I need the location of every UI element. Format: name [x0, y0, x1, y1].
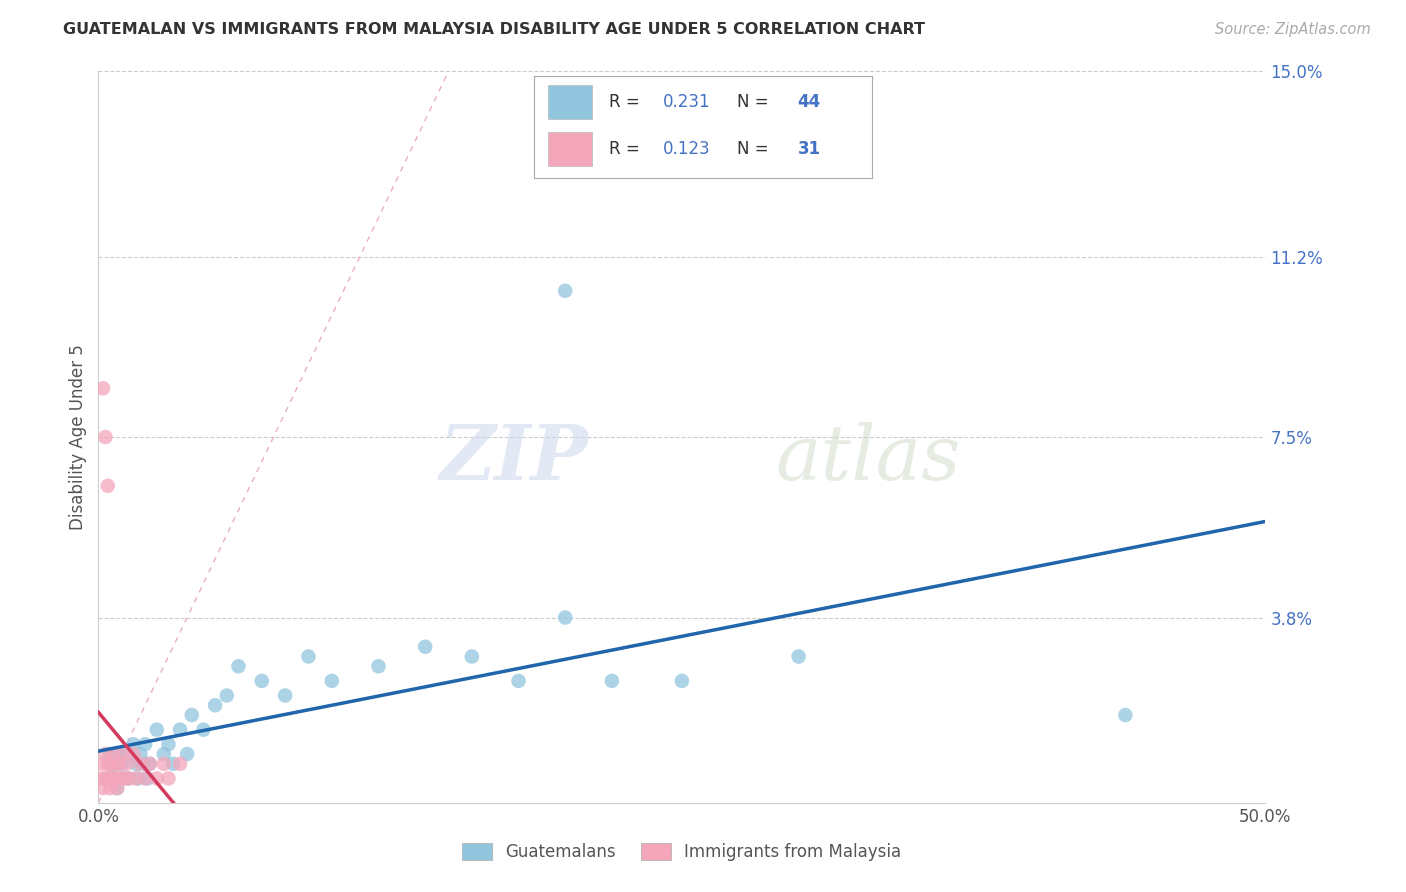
Text: 31: 31 [797, 140, 821, 158]
Point [157, 772, 180, 786]
Point [97, 772, 120, 786]
Text: 44: 44 [797, 93, 821, 111]
Point [108, 756, 131, 771]
Point [97, 756, 120, 771]
Point [104, 756, 127, 771]
Point [136, 772, 159, 786]
Point [112, 772, 135, 786]
Point [105, 772, 128, 786]
Point [169, 723, 191, 737]
Bar [548, 132, 592, 166]
Point [94, 430, 117, 444]
Point [600, 673, 623, 688]
Point [122, 747, 145, 761]
Point [1114, 708, 1136, 723]
Point [204, 698, 226, 713]
Text: N =: N = [737, 140, 773, 158]
Point [112, 772, 135, 786]
Text: 0.231: 0.231 [662, 93, 710, 111]
Point [111, 772, 134, 786]
Point [125, 756, 148, 771]
Point [127, 772, 149, 786]
Point [129, 756, 152, 771]
Point [162, 756, 184, 771]
Point [101, 747, 124, 761]
Point [94, 747, 117, 761]
Point [115, 756, 138, 771]
Point [274, 689, 297, 703]
Point [104, 756, 127, 771]
Point [193, 723, 215, 737]
Point [98, 747, 121, 761]
Point [554, 284, 576, 298]
Point [787, 649, 810, 664]
Legend: Guatemalans, Immigrants from Malaysia: Guatemalans, Immigrants from Malaysia [456, 836, 908, 868]
Point [180, 708, 202, 723]
Point [134, 772, 156, 786]
Point [125, 772, 148, 786]
Point [129, 747, 152, 761]
Text: N =: N = [737, 93, 773, 111]
Text: R =: R = [609, 140, 644, 158]
Point [98, 756, 121, 771]
Point [122, 737, 145, 751]
Point [152, 756, 174, 771]
Point [228, 659, 250, 673]
Point [152, 747, 174, 761]
Point [157, 737, 180, 751]
Point [111, 756, 134, 771]
Point [146, 723, 169, 737]
Text: Source: ZipAtlas.com: Source: ZipAtlas.com [1215, 22, 1371, 37]
Text: R =: R = [609, 93, 644, 111]
Text: 0.123: 0.123 [662, 140, 710, 158]
Point [94, 772, 117, 786]
Point [105, 747, 128, 761]
Point [91, 781, 114, 796]
Point [132, 756, 155, 771]
Point [105, 781, 128, 796]
Point [115, 747, 138, 761]
Point [98, 781, 121, 796]
Point [101, 772, 124, 786]
Point [671, 673, 693, 688]
Point [215, 689, 238, 703]
Point [508, 673, 530, 688]
Point [104, 772, 127, 786]
Point [111, 747, 134, 761]
Point [98, 756, 121, 771]
Point [321, 673, 343, 688]
Y-axis label: Disability Age Under 5: Disability Age Under 5 [69, 344, 87, 530]
Point [461, 649, 484, 664]
Text: atlas: atlas [775, 422, 960, 496]
Point [134, 737, 156, 751]
Point [169, 756, 191, 771]
Point [101, 772, 124, 786]
Point [105, 781, 128, 796]
Point [97, 479, 120, 493]
Point [91, 381, 114, 395]
Point [139, 756, 162, 771]
Point [91, 756, 114, 771]
Point [90, 772, 112, 786]
Point [118, 772, 141, 786]
Text: ZIP: ZIP [440, 422, 589, 496]
Point [297, 649, 319, 664]
Point [554, 610, 576, 624]
Bar [548, 85, 592, 119]
Point [98, 772, 121, 786]
Text: GUATEMALAN VS IMMIGRANTS FROM MALAYSIA DISABILITY AGE UNDER 5 CORRELATION CHART: GUATEMALAN VS IMMIGRANTS FROM MALAYSIA D… [63, 22, 925, 37]
Point [367, 659, 389, 673]
Point [146, 772, 169, 786]
Point [413, 640, 436, 654]
Point [139, 756, 162, 771]
Point [97, 772, 120, 786]
Point [250, 673, 273, 688]
Point [108, 772, 131, 786]
Point [176, 747, 198, 761]
Point [118, 772, 141, 786]
